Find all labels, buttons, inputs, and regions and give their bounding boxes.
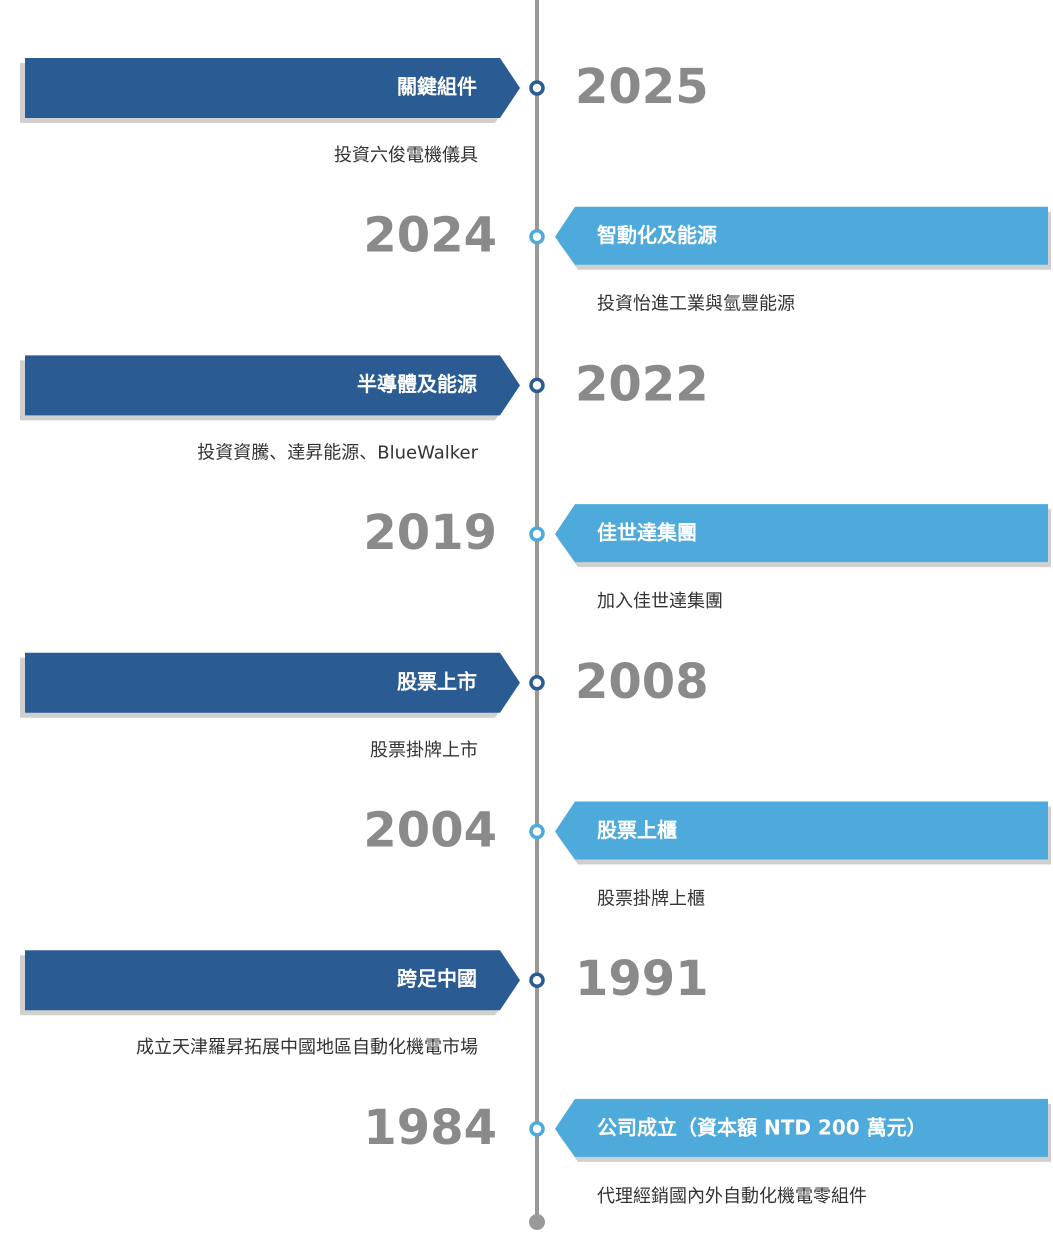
banner bbox=[555, 206, 1048, 265]
timeline-marker bbox=[529, 972, 545, 988]
item-title: 股票上櫃 bbox=[597, 818, 677, 842]
item-year: 1984 bbox=[363, 1100, 497, 1156]
timeline-end bbox=[529, 1214, 545, 1230]
item-title: 公司成立（資本額 NTD 200 萬元） bbox=[597, 1115, 927, 1139]
timeline-marker bbox=[529, 377, 545, 394]
item-description: 成立天津羅昇拓展中國地區自動化機電市場 bbox=[136, 1037, 478, 1058]
banner bbox=[25, 58, 520, 118]
item-title: 關鍵組件 bbox=[397, 75, 477, 99]
timeline-marker bbox=[529, 675, 545, 691]
item-title: 跨足中國 bbox=[397, 967, 477, 991]
banner bbox=[555, 504, 1048, 563]
timeline-marker bbox=[529, 80, 545, 96]
item-title: 智動化及能源 bbox=[597, 223, 717, 247]
item-description: 股票掛牌上市 bbox=[370, 740, 478, 761]
timeline-marker bbox=[529, 526, 545, 542]
item-description: 股票掛牌上櫃 bbox=[597, 889, 705, 910]
item-title: 半導體及能源 bbox=[357, 372, 477, 396]
banner bbox=[25, 652, 520, 713]
timeline-marker bbox=[529, 228, 545, 245]
banner bbox=[555, 1098, 1048, 1157]
item-description: 投資怡進工業與氫豐能源 bbox=[597, 294, 795, 315]
banner bbox=[25, 950, 520, 1011]
item-description: 投資六俊電機儀具 bbox=[334, 145, 478, 166]
item-year: 2022 bbox=[575, 356, 709, 412]
item-title: 股票上市 bbox=[397, 669, 477, 693]
item-year: 1991 bbox=[575, 951, 709, 1007]
item-year: 2008 bbox=[575, 654, 709, 710]
item-year: 2024 bbox=[363, 208, 497, 264]
item-description: 投資資騰、達昇能源、BlueWalker bbox=[197, 442, 478, 463]
timeline-marker bbox=[529, 1121, 545, 1137]
item-description: 代理經銷國內外自動化機電零組件 bbox=[597, 1186, 867, 1207]
banner bbox=[25, 355, 520, 416]
timeline-marker bbox=[529, 823, 545, 840]
banner bbox=[555, 801, 1048, 860]
item-title: 佳世達集團 bbox=[597, 521, 697, 545]
item-year: 2004 bbox=[363, 803, 497, 859]
item-description: 加入佳世達集團 bbox=[597, 591, 723, 612]
item-year: 2019 bbox=[363, 505, 497, 561]
item-year: 2025 bbox=[575, 59, 709, 115]
